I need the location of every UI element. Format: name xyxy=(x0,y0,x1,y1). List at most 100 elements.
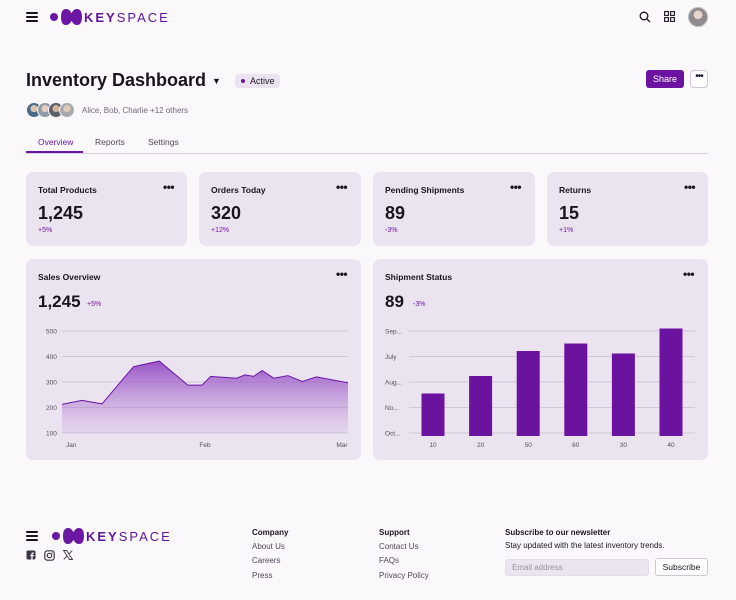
search-icon[interactable] xyxy=(639,11,651,23)
share-button[interactable]: Share xyxy=(646,70,684,88)
shipment-status-chart: Sep... July Aug... No... Oct... 10 20 50 60 30 40 xyxy=(385,328,695,449)
avatar xyxy=(59,102,75,118)
status-badge-label: Active xyxy=(249,75,275,86)
brand-name-bold: KEY xyxy=(84,9,117,25)
sales-overview-card: Sales Overview ••• 1,245 +5% 500 400 300 20… xyxy=(26,259,361,460)
apps-grid-icon[interactable] xyxy=(664,11,675,22)
menu-icon[interactable] xyxy=(26,12,38,22)
page-header: Inventory Dashboard ▼ Active xyxy=(26,70,281,91)
x-tick-label: 20 xyxy=(477,442,485,449)
footer-link-privacy-policy[interactable]: Privacy Policy xyxy=(379,571,429,580)
stat-delta: +1% xyxy=(559,227,574,234)
sales-area xyxy=(62,361,348,433)
stat-delta: +5% xyxy=(38,227,53,234)
shipment-status-card: Shipment Status ••• 89 -3% Sep... July Aug… xyxy=(373,259,708,460)
newsletter-subtitle: Stay updated with the latest inventory t… xyxy=(505,541,665,550)
footer-link-careers[interactable]: Careers xyxy=(252,556,281,565)
y-tick-label: Aug... xyxy=(385,379,402,386)
footer-link-press[interactable]: Press xyxy=(252,571,273,580)
y-tick-label: 200 xyxy=(46,405,57,412)
stat-title: Total Products xyxy=(38,185,97,195)
stat-title: Pending Shipments xyxy=(385,185,465,195)
y-tick-label: Oct... xyxy=(385,430,401,437)
chart-headline-value: 1,245 xyxy=(38,292,81,311)
facebook-icon[interactable] xyxy=(26,550,36,560)
card-menu-icon[interactable]: ••• xyxy=(336,180,348,194)
footer-link-contact-us[interactable]: Contact Us xyxy=(379,542,419,551)
collaborators[interactable]: Alice, Bob, Charlie +12 others xyxy=(26,102,188,118)
bar xyxy=(564,343,588,436)
sales-line xyxy=(61,360,349,405)
status-badge: Active xyxy=(234,73,281,88)
brand-name-light: SPACE xyxy=(116,9,170,25)
stat-value: 15 xyxy=(559,203,580,223)
bar xyxy=(421,393,445,436)
footer-link-about-us[interactable]: About Us xyxy=(252,542,285,551)
footer-link-faqs[interactable]: FAQs xyxy=(379,556,400,565)
active-tab-indicator xyxy=(26,151,83,153)
chart-headline-delta: -3% xyxy=(413,301,426,308)
tab-reports[interactable]: Reports xyxy=(95,137,125,147)
page-title: Inventory Dashboard xyxy=(26,70,207,90)
instagram-icon[interactable] xyxy=(44,550,55,561)
x-tick-label: Jan xyxy=(66,442,77,449)
footer-menu-icon[interactable] xyxy=(26,531,38,541)
y-tick-label: July xyxy=(385,354,397,361)
bar xyxy=(659,328,683,436)
bar xyxy=(516,351,540,436)
stat-card-orders-today: Orders Today ••• 320 +12% xyxy=(199,172,361,246)
caret-down-icon[interactable]: ▼ xyxy=(212,75,221,86)
stat-title: Returns xyxy=(559,185,592,195)
stat-title: Orders Today xyxy=(211,185,266,195)
stat-card-returns: Returns ••• 15 +1% xyxy=(547,172,708,246)
y-tick-label: No... xyxy=(385,405,399,412)
stat-delta: -3% xyxy=(385,227,398,234)
stat-card-pending-shipments: Pending Shipments ••• 89 -3% xyxy=(373,172,535,246)
brand-logo[interactable]: KEYSPACE xyxy=(50,8,170,26)
y-tick-label: Sep... xyxy=(385,328,402,335)
y-tick-label: 400 xyxy=(46,354,57,361)
more-options-button[interactable]: ••• xyxy=(690,70,708,88)
logo-mark-icon xyxy=(52,527,84,545)
x-tick-label: 30 xyxy=(620,442,628,449)
email-input[interactable] xyxy=(505,559,649,576)
bar xyxy=(469,376,493,436)
stat-value: 1,245 xyxy=(38,203,84,223)
tab-bar: Overview Reports Settings xyxy=(26,134,708,154)
tab-overview[interactable]: Overview xyxy=(38,137,74,147)
card-menu-icon[interactable]: ••• xyxy=(163,180,175,194)
card-menu-icon[interactable]: ••• xyxy=(683,267,695,281)
top-bar: KEYSPACE xyxy=(0,0,736,36)
stat-value: 89 xyxy=(385,203,406,223)
footer-brand-logo[interactable]: KEYSPACE xyxy=(52,527,172,545)
footer-company-title: Company xyxy=(252,528,289,537)
y-tick-label: 300 xyxy=(46,379,57,386)
stat-card-total-products: Total Products ••• 1,245 +5% xyxy=(26,172,187,246)
stat-delta: +12% xyxy=(211,227,230,234)
subscribe-button[interactable]: Subscribe xyxy=(655,558,708,576)
x-icon[interactable] xyxy=(63,550,73,560)
bar xyxy=(611,353,635,436)
x-tick-label: 50 xyxy=(525,442,533,449)
y-tick-label: 500 xyxy=(46,328,57,335)
x-tick-label: Mar xyxy=(336,442,348,449)
user-avatar[interactable] xyxy=(688,7,708,27)
y-tick-label: 100 xyxy=(46,430,57,437)
logo-mark-icon xyxy=(50,8,82,26)
stat-value: 320 xyxy=(211,203,242,223)
x-tick-label: 40 xyxy=(667,442,675,449)
chart-title: Sales Overview xyxy=(38,272,101,282)
card-menu-icon[interactable]: ••• xyxy=(510,180,522,194)
x-tick-label: 10 xyxy=(429,442,437,449)
card-menu-icon[interactable]: ••• xyxy=(684,180,696,194)
chart-title: Shipment Status xyxy=(385,272,453,282)
collaborator-names: Alice, Bob, Charlie +12 others xyxy=(82,105,189,115)
brand-name-light: SPACE xyxy=(118,528,172,544)
tab-settings[interactable]: Settings xyxy=(148,137,179,147)
chart-headline-value: 89 xyxy=(385,292,404,311)
newsletter-title: Subscribe to our newsletter xyxy=(505,528,611,537)
x-tick-label: Feb xyxy=(199,442,211,449)
chart-headline-delta: +5% xyxy=(87,301,102,308)
card-menu-icon[interactable]: ••• xyxy=(336,267,348,281)
footer-support-title: Support xyxy=(379,528,410,537)
